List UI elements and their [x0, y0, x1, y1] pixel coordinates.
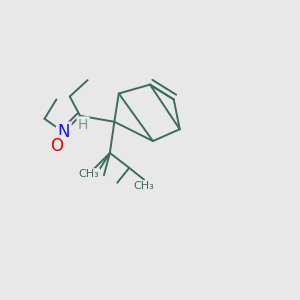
Text: O: O [50, 136, 63, 154]
Text: H: H [78, 118, 88, 132]
Text: N: N [58, 123, 70, 141]
Text: CH₃: CH₃ [79, 169, 99, 179]
Text: CH₃: CH₃ [134, 181, 154, 191]
